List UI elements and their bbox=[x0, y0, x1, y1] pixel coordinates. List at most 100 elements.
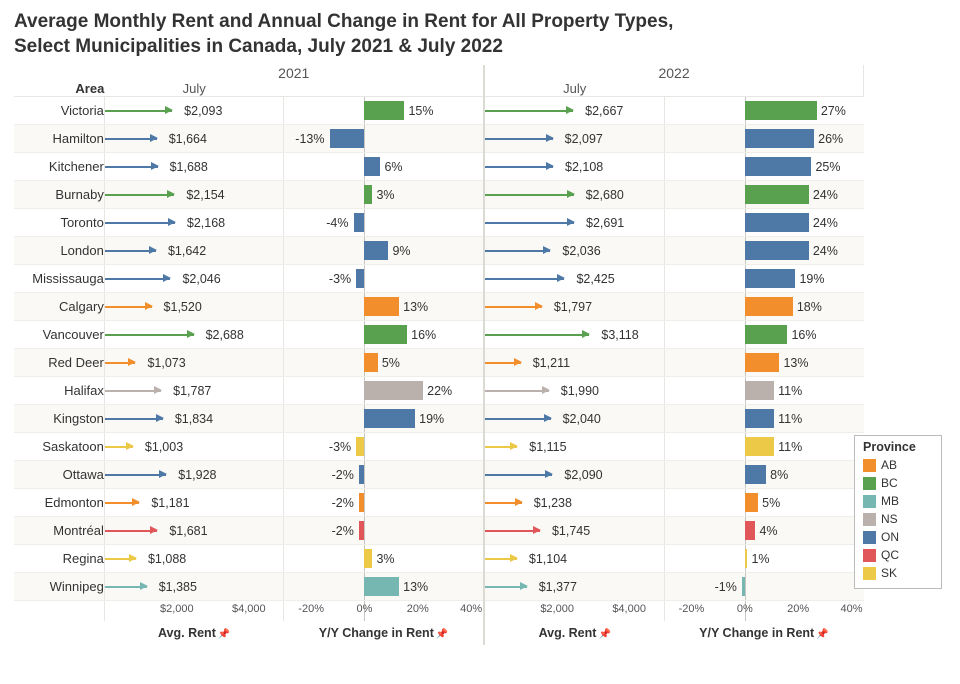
yoy-cell: -1% bbox=[664, 573, 863, 601]
area-name: Regina bbox=[14, 545, 104, 573]
rent-cell: $2,097 bbox=[484, 125, 664, 153]
rent-cell: $2,046 bbox=[104, 265, 284, 293]
table-row: Regina $1,088 3% $1,104 1% bbox=[14, 545, 864, 573]
area-name: Vancouver bbox=[14, 321, 104, 349]
yoy-cell: 15% bbox=[284, 97, 484, 125]
yoy-cell: 25% bbox=[664, 153, 863, 181]
area-name: Winnipeg bbox=[14, 573, 104, 601]
yoy-cell: -2% bbox=[284, 489, 484, 517]
table-row: Burnaby $2,154 3% $2,680 24% bbox=[14, 181, 864, 209]
yoy-cell: 13% bbox=[284, 293, 484, 321]
yoy-cell: 24% bbox=[664, 209, 863, 237]
area-name: Montréal bbox=[14, 517, 104, 545]
yoy-cell: 3% bbox=[284, 181, 484, 209]
area-name: Toronto bbox=[14, 209, 104, 237]
yoy-cell: 1% bbox=[664, 545, 863, 573]
year-header-2022: 2022 bbox=[484, 65, 863, 81]
axis-label-yoy-2021: Y/Y Change in Rent📌 bbox=[284, 621, 484, 645]
table-row: Winnipeg $1,385 13% $1,377 -1% bbox=[14, 573, 864, 601]
legend-swatch bbox=[863, 549, 876, 562]
yoy-cell: 16% bbox=[664, 321, 863, 349]
rent-cell: $1,377 bbox=[484, 573, 664, 601]
rent-cell: $2,093 bbox=[104, 97, 284, 125]
rent-cell: $1,928 bbox=[104, 461, 284, 489]
yoy-cell: -4% bbox=[284, 209, 484, 237]
yoy-cell: 27% bbox=[664, 97, 863, 125]
axis-label-yoy-2022: Y/Y Change in Rent📌 bbox=[664, 621, 863, 645]
legend-swatch bbox=[863, 495, 876, 508]
month-header-2022-rent: July bbox=[484, 81, 664, 97]
rent-cell: $1,181 bbox=[104, 489, 284, 517]
pin-icon: 📌 bbox=[598, 629, 610, 640]
legend-label: QC bbox=[881, 546, 899, 564]
legend-swatch bbox=[863, 531, 876, 544]
rent-cell: $3,118 bbox=[484, 321, 664, 349]
rent-chart-table: 2021 2022 Area July July Victoria $2,093… bbox=[14, 65, 864, 645]
legend-item: ON bbox=[863, 528, 933, 546]
yoy-cell: 13% bbox=[664, 349, 863, 377]
rent-cell: $1,073 bbox=[104, 349, 284, 377]
legend-swatch bbox=[863, 459, 876, 472]
pin-icon: 📌 bbox=[816, 629, 828, 640]
rent-cell: $2,425 bbox=[484, 265, 664, 293]
yoy-cell: 22% bbox=[284, 377, 484, 405]
area-name: Red Deer bbox=[14, 349, 104, 377]
legend-swatch bbox=[863, 513, 876, 526]
yoy-cell: 6% bbox=[284, 153, 484, 181]
yoy-cell: -2% bbox=[284, 517, 484, 545]
legend-swatch bbox=[863, 567, 876, 580]
table-row: Montréal $1,681 -2% $1,745 4% bbox=[14, 517, 864, 545]
rent-cell: $1,990 bbox=[484, 377, 664, 405]
legend-label: BC bbox=[881, 474, 898, 492]
area-name: Burnaby bbox=[14, 181, 104, 209]
rent-cell: $2,108 bbox=[484, 153, 664, 181]
yoy-cell: 13% bbox=[284, 573, 484, 601]
province-legend: Province ABBCMBNSONQCSK bbox=[854, 435, 942, 589]
rent-cell: $1,688 bbox=[104, 153, 284, 181]
yoy-cell: -3% bbox=[284, 265, 484, 293]
legend-item: NS bbox=[863, 510, 933, 528]
table-row: Victoria $2,093 15% $2,667 27% bbox=[14, 97, 864, 125]
rent-cell: $1,834 bbox=[104, 405, 284, 433]
area-name: Calgary bbox=[14, 293, 104, 321]
title-line-1: Average Monthly Rent and Annual Change i… bbox=[14, 11, 673, 32]
area-name: Ottawa bbox=[14, 461, 104, 489]
area-name: London bbox=[14, 237, 104, 265]
yoy-cell: 4% bbox=[664, 517, 863, 545]
rent-cell: $1,797 bbox=[484, 293, 664, 321]
rent-cell: $2,154 bbox=[104, 181, 284, 209]
yoy-cell: 3% bbox=[284, 545, 484, 573]
area-name: Kingston bbox=[14, 405, 104, 433]
legend-label: AB bbox=[881, 456, 897, 474]
table-row: Ottawa $1,928 -2% $2,090 8% bbox=[14, 461, 864, 489]
area-name: Mississauga bbox=[14, 265, 104, 293]
table-row: London $1,642 9% $2,036 24% bbox=[14, 237, 864, 265]
month-header-2021-yoy bbox=[284, 81, 484, 97]
table-row: Calgary $1,520 13% $1,797 18% bbox=[14, 293, 864, 321]
area-name: Saskatoon bbox=[14, 433, 104, 461]
pin-icon: 📌 bbox=[218, 629, 230, 640]
rent-cell: $1,664 bbox=[104, 125, 284, 153]
yoy-cell: 11% bbox=[664, 433, 863, 461]
table-row: Kingston $1,834 19% $2,040 11% bbox=[14, 405, 864, 433]
rent-cell: $1,520 bbox=[104, 293, 284, 321]
legend-item: AB bbox=[863, 456, 933, 474]
rent-cell: $2,691 bbox=[484, 209, 664, 237]
rent-cell: $2,667 bbox=[484, 97, 664, 125]
yoy-cell: 11% bbox=[664, 377, 863, 405]
area-name: Hamilton bbox=[14, 125, 104, 153]
yoy-cell: 18% bbox=[664, 293, 863, 321]
yoy-cell: 24% bbox=[664, 181, 863, 209]
yoy-cell: -13% bbox=[284, 125, 484, 153]
rent-cell: $2,680 bbox=[484, 181, 664, 209]
rent-cell: $1,238 bbox=[484, 489, 664, 517]
legend-item: SK bbox=[863, 564, 933, 582]
yoy-cell: 9% bbox=[284, 237, 484, 265]
rent-cell: $1,681 bbox=[104, 517, 284, 545]
table-row: Toronto $2,168 -4% $2,691 24% bbox=[14, 209, 864, 237]
rent-cell: $2,036 bbox=[484, 237, 664, 265]
legend-label: SK bbox=[881, 564, 897, 582]
area-name: Victoria bbox=[14, 97, 104, 125]
table-row: Edmonton $1,181 -2% $1,238 5% bbox=[14, 489, 864, 517]
table-row: Mississauga $2,046 -3% $2,425 19% bbox=[14, 265, 864, 293]
